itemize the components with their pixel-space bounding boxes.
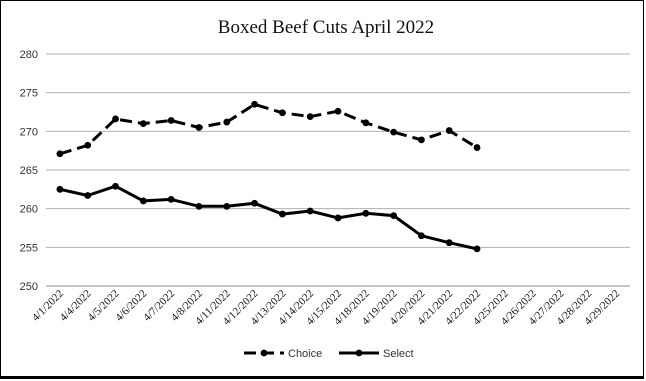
data-point-choice (139, 120, 147, 127)
data-point-choice (112, 115, 119, 123)
data-point-select (334, 214, 342, 222)
data-point-choice (251, 100, 258, 108)
legend: Choice Select (244, 348, 414, 360)
gridlines (46, 53, 630, 287)
y-tick-label: 280 (20, 49, 38, 61)
y-axis-ticks: 250 255 260 265 270 275 280 (20, 49, 38, 293)
data-point-choice (362, 119, 370, 127)
series-lines (56, 100, 481, 253)
data-point-choice (445, 127, 453, 134)
data-point-select (251, 199, 258, 207)
data-point-select (473, 245, 481, 253)
data-point-select (278, 210, 286, 218)
data-point-choice (167, 117, 175, 124)
data-point-select (223, 202, 231, 210)
x-axis-ticks: 4/1/20224/4/20224/5/20224/6/20224/7/2022… (30, 288, 622, 328)
data-point-select (195, 202, 203, 210)
y-tick-label: 265 (20, 165, 38, 177)
data-point-choice (195, 124, 203, 131)
y-tick-label: 250 (20, 281, 38, 293)
legend-marker-select (355, 349, 363, 357)
data-point-choice (473, 144, 481, 151)
data-point-choice (306, 113, 314, 121)
data-point-choice (84, 141, 92, 149)
legend-label-select: Select (383, 348, 414, 360)
y-tick-label: 275 (20, 88, 38, 100)
data-point-choice (390, 128, 398, 136)
data-point-select (139, 197, 147, 205)
data-point-select (56, 185, 64, 193)
data-point-choice (278, 109, 286, 117)
series-line-choice (59, 102, 478, 156)
legend-label-choice: Choice (288, 348, 322, 360)
data-point-choice (56, 150, 64, 158)
chart-title: Boxed Beef Cuts April 2022 (218, 17, 434, 38)
data-point-select (445, 239, 453, 247)
data-point-select (418, 232, 425, 240)
series-line-select (59, 184, 478, 251)
data-point-choice (223, 118, 231, 126)
y-tick-label: 255 (20, 242, 38, 254)
legend-marker-choice (260, 349, 268, 357)
data-point-select (390, 212, 398, 220)
data-point-choice (334, 107, 342, 115)
data-point-select (84, 192, 92, 199)
y-tick-label: 270 (20, 126, 38, 138)
data-point-select (112, 182, 119, 190)
y-tick-label: 260 (20, 204, 38, 216)
data-point-select (362, 209, 370, 217)
data-point-select (306, 207, 314, 215)
data-point-select (167, 195, 175, 203)
data-point-choice (418, 136, 425, 144)
